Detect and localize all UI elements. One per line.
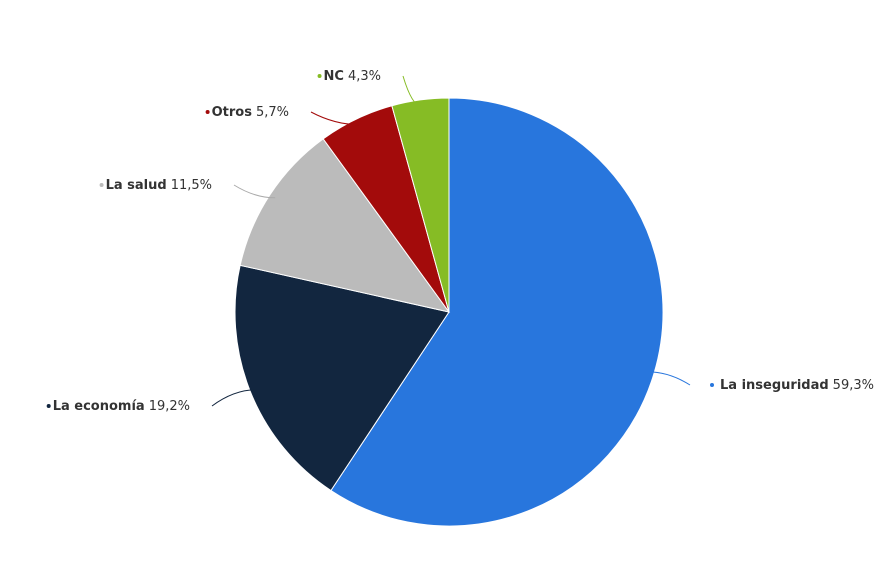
label-name: La salud <box>106 178 167 193</box>
label-name: La economía <box>53 399 145 414</box>
data-label: NC 4,3% <box>324 69 381 84</box>
label-value: 59,3% <box>833 378 874 393</box>
leader-line <box>648 371 691 386</box>
pie-slice <box>239 138 451 313</box>
label-value: 4,3% <box>348 69 381 84</box>
pie-slice <box>234 264 450 492</box>
label-name: Otros <box>212 105 253 120</box>
label-name: NC <box>324 69 344 84</box>
legend-dot <box>710 383 714 387</box>
label-value: 11,5% <box>171 178 212 193</box>
pie-slice <box>330 97 664 527</box>
legend-dot <box>99 183 104 187</box>
legend-dot <box>205 110 210 114</box>
data-label: La inseguridad 59,3% <box>720 378 874 393</box>
data-label: La economía 19,2% <box>53 399 190 414</box>
legend-dot <box>317 74 322 78</box>
label-value: 5,7% <box>256 105 289 120</box>
legend-dot <box>46 404 51 408</box>
leader-line <box>211 389 257 407</box>
label-value: 19,2% <box>149 399 190 414</box>
label-name: La inseguridad <box>720 378 829 393</box>
leader-line <box>402 75 422 107</box>
data-label: Otros 5,7% <box>212 105 289 120</box>
pie-slice <box>391 97 450 313</box>
data-label: La salud 11,5% <box>106 178 212 193</box>
leader-line <box>233 184 276 199</box>
leader-line <box>310 111 359 126</box>
